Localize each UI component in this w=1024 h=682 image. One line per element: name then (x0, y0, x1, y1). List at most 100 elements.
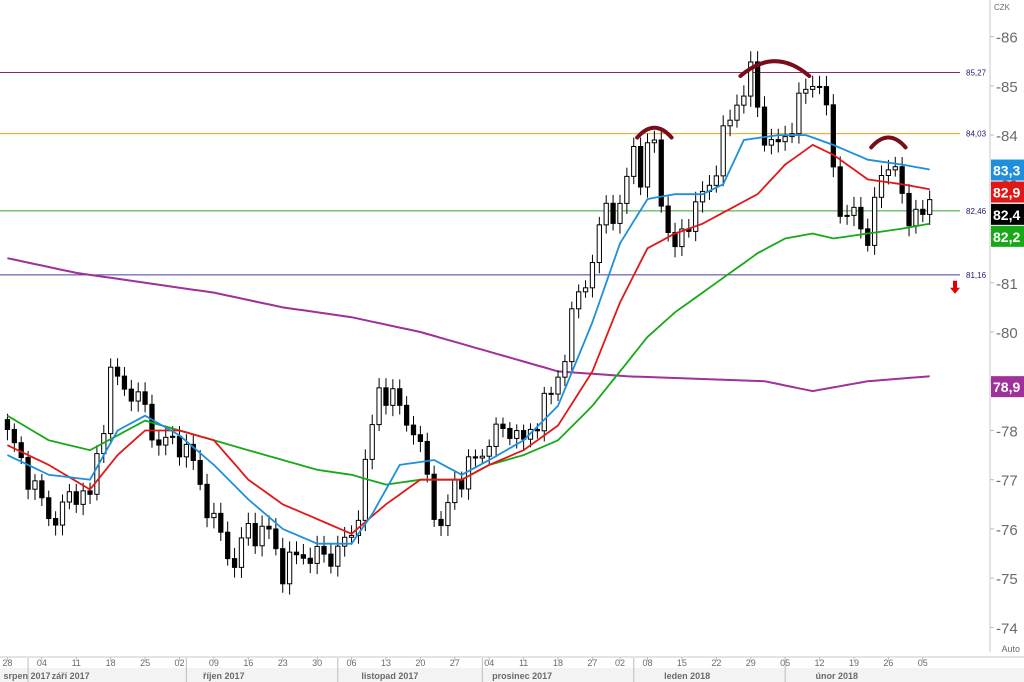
ma-lines-layer (6, 134, 930, 545)
candle-body (286, 551, 293, 585)
candle-body (342, 536, 348, 547)
candle-body (307, 557, 313, 564)
candle-body (865, 228, 871, 246)
candle-body (32, 480, 38, 490)
value-badge-label: 82,4 (993, 207, 1020, 223)
candle-body (720, 125, 726, 177)
candle-body (176, 435, 183, 458)
candle-body (810, 85, 816, 90)
x-axis[interactable]: 28 04 11 18 25 02 09 16 23 30 06 13 20 27 04 11 18 27 02 08… (0, 656, 1024, 682)
x-month-label: leden 2018 (664, 671, 710, 681)
candle-body (39, 480, 45, 499)
candle-body (59, 501, 66, 526)
x-tick-label: 06 (347, 658, 357, 668)
pattern-arc (869, 135, 908, 150)
candle-body (734, 104, 740, 121)
value-badge (991, 159, 1024, 181)
candle-body (892, 166, 898, 171)
ma-purple-line (7, 257, 930, 393)
candle-body (899, 166, 905, 194)
candle-body (452, 478, 458, 504)
candle-body (548, 392, 554, 395)
candle-body (225, 531, 231, 560)
x-month-label: srpen 2017 (3, 671, 50, 681)
candle-body (114, 366, 121, 377)
candle-body (761, 106, 768, 146)
candle-body (507, 427, 513, 439)
candle-body (52, 518, 59, 526)
candle-body (190, 443, 196, 461)
ma-green-line (6, 222, 930, 486)
candle-body (796, 92, 802, 135)
candle-body (768, 139, 775, 146)
auto-scale-label[interactable]: Auto (1001, 644, 1020, 654)
x-tick-label: 28 (2, 658, 12, 668)
candle-body (596, 224, 602, 264)
value-badge (991, 181, 1024, 203)
x-month-label: říjen 2017 (203, 671, 245, 681)
candle-body (410, 424, 417, 436)
candle-body (748, 61, 754, 97)
candle-body (624, 175, 630, 204)
y-tick-label: -85 (996, 79, 1018, 96)
x-tick-label: 27 (587, 658, 597, 668)
candle-body (823, 86, 830, 106)
candle-body (782, 136, 788, 143)
value-badge (991, 376, 1024, 398)
candle-body (459, 478, 465, 490)
candle-body (25, 457, 31, 490)
value-badge-label: 78,9 (993, 379, 1020, 395)
candle-body (665, 205, 671, 234)
candle-body (321, 545, 327, 555)
candle-body (727, 119, 733, 127)
pattern-arc (635, 125, 674, 140)
candle-body (617, 202, 623, 224)
candle-body (644, 142, 651, 188)
y-axis[interactable]: -74-75-76-77-78-79-80-81-82-83-84-85-86 (989, 0, 1018, 652)
candle-body (576, 291, 582, 310)
candle-body (603, 202, 609, 226)
ma-purple-layer (7, 257, 930, 393)
hline-label: 81,16 (966, 271, 987, 280)
candle-body (713, 175, 719, 186)
candle-body (108, 366, 114, 435)
candle-body (851, 206, 857, 216)
candle-body (348, 534, 355, 538)
candle-body (431, 473, 437, 520)
candle-body (871, 196, 878, 246)
candle-body (541, 392, 547, 432)
candle-body (128, 388, 134, 402)
x-tick-label: 05 (918, 658, 928, 668)
x-tick-label: 16 (243, 658, 253, 668)
candle-body (906, 192, 912, 227)
x-tick-label: 22 (711, 658, 721, 668)
candle-body (858, 206, 864, 230)
value-badge (991, 203, 1024, 225)
candle-body (569, 308, 575, 363)
candle-body (273, 528, 279, 550)
candle-body (293, 551, 300, 556)
candle-body (238, 537, 245, 568)
candle-body (335, 545, 341, 567)
candle-body (927, 199, 933, 215)
candle-body (920, 208, 926, 215)
y-tick-label: -76 (996, 522, 1018, 539)
candle-body (369, 424, 375, 460)
x-tick-label: 29 (746, 658, 756, 668)
sell-arrow-icon (950, 280, 960, 294)
candle-body (582, 287, 589, 293)
x-tick-label: 11 (519, 658, 528, 668)
ma-red-line (7, 143, 930, 535)
x-month-label: únor 2018 (816, 671, 859, 681)
x-tick-label: 27 (450, 658, 460, 668)
candle-body (472, 456, 479, 459)
x-tick-label: 02 (174, 658, 184, 668)
candle-body (94, 453, 100, 495)
candle-body (397, 388, 403, 406)
candle-body (844, 214, 850, 217)
candle-body (514, 430, 520, 439)
value-badges-layer: 83,3 82,9 82,4 82,2 78,9 (991, 159, 1024, 398)
candle-body (679, 228, 685, 248)
y-tick-label: -80 (996, 325, 1018, 342)
